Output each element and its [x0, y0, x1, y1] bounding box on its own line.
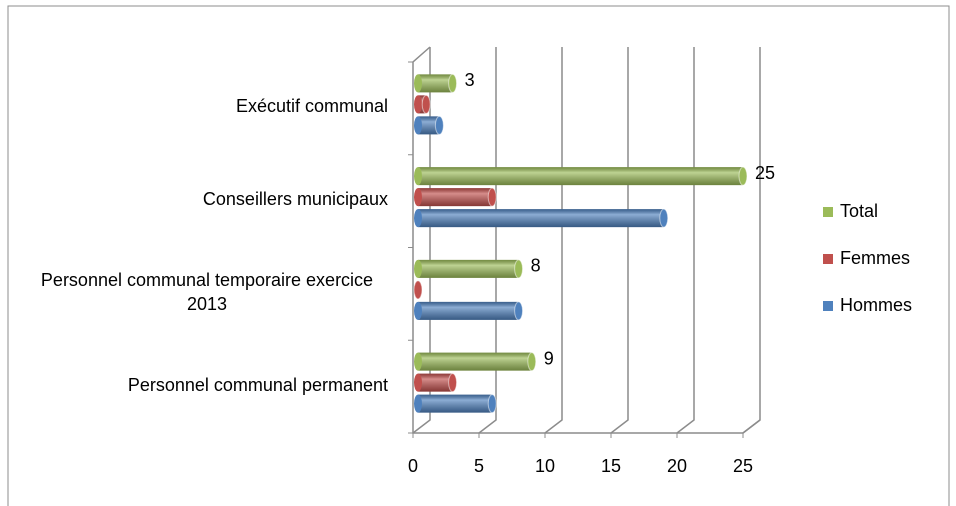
bar: [414, 259, 524, 279]
bar: [414, 373, 458, 393]
legend-swatch: [823, 207, 833, 217]
x-tick-label: 10: [535, 456, 555, 476]
bar: [414, 352, 537, 372]
x-tick-label: 15: [601, 456, 621, 476]
y-tick-label: Personnel communal permanent: [127, 374, 388, 395]
grid-line: [544, 47, 563, 434]
x-tick-label: 20: [667, 456, 687, 476]
y-tick-label: Conseillers municipaux: [202, 189, 388, 210]
grid-line: [676, 47, 695, 434]
grid-line: [610, 47, 629, 434]
x-tick-label: 25: [733, 456, 753, 476]
bar: [413, 280, 423, 300]
bar: [414, 394, 497, 414]
legend-swatch: [823, 254, 833, 264]
data-label: 25: [755, 163, 775, 183]
x-tick-label: 0: [408, 456, 418, 476]
data-label: 8: [531, 256, 541, 276]
y-tick-label: Exécutif communal: [235, 96, 388, 117]
legend-label: Total: [840, 201, 878, 221]
grid-line: [478, 47, 497, 434]
legend-swatch: [823, 301, 833, 311]
x-tick-label: 5: [474, 456, 484, 476]
legend-label: Hommes: [840, 295, 912, 315]
bar: [414, 166, 748, 186]
bar: [414, 94, 431, 114]
y-tick-label: Personnel communal temporaire exercice 2…: [40, 269, 374, 314]
bar: [414, 187, 497, 207]
data-label: 3: [465, 70, 475, 90]
axis-line: [412, 46, 761, 434]
bar: [414, 115, 444, 135]
bar: [414, 73, 458, 93]
legend-label: Femmes: [840, 248, 910, 268]
bar: [414, 301, 524, 321]
data-label: 9: [544, 348, 554, 368]
bar: [414, 208, 669, 228]
grid-line: [742, 47, 761, 434]
chart-border: [7, 5, 950, 506]
